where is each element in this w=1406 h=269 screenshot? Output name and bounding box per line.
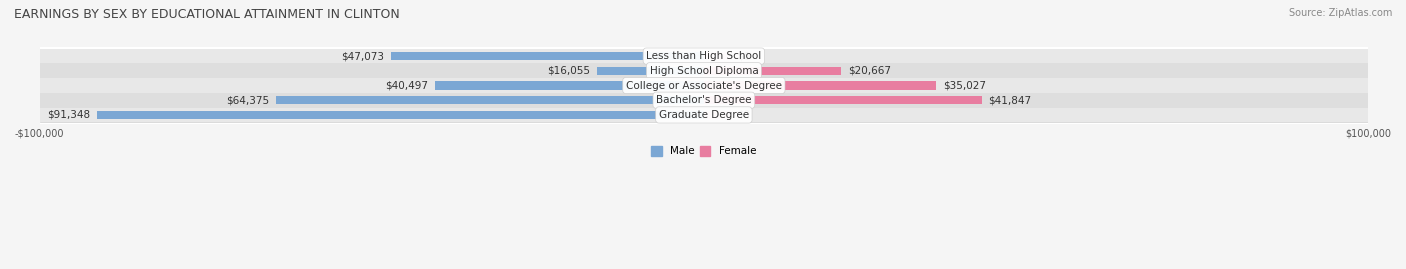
Bar [39, 49, 1368, 63]
Bar [97, 111, 704, 119]
Bar [39, 93, 1368, 108]
Text: $35,027: $35,027 [943, 80, 986, 91]
Text: $64,375: $64,375 [226, 95, 270, 105]
Text: Graduate Degree: Graduate Degree [659, 110, 749, 120]
Bar [704, 96, 981, 104]
Text: High School Diploma: High School Diploma [650, 66, 758, 76]
Text: EARNINGS BY SEX BY EDUCATIONAL ATTAINMENT IN CLINTON: EARNINGS BY SEX BY EDUCATIONAL ATTAINMEN… [14, 8, 399, 21]
Text: Less than High School: Less than High School [647, 51, 762, 61]
Bar [598, 67, 704, 75]
Text: College or Associate's Degree: College or Associate's Degree [626, 80, 782, 91]
Text: $47,073: $47,073 [342, 51, 385, 61]
Text: $20,667: $20,667 [848, 66, 891, 76]
Text: $41,847: $41,847 [988, 95, 1032, 105]
Bar [277, 96, 704, 104]
Bar [704, 111, 731, 119]
Bar [434, 82, 704, 90]
Text: $91,348: $91,348 [48, 110, 90, 120]
Text: $16,055: $16,055 [547, 66, 591, 76]
Legend: Male, Female: Male, Female [647, 142, 761, 161]
Text: $0: $0 [737, 110, 751, 120]
Bar [39, 108, 1368, 122]
Bar [39, 78, 1368, 93]
Text: $40,497: $40,497 [385, 80, 429, 91]
Text: $0: $0 [737, 51, 751, 61]
Text: Bachelor's Degree: Bachelor's Degree [657, 95, 752, 105]
Bar [704, 67, 841, 75]
Bar [704, 52, 731, 60]
Text: Source: ZipAtlas.com: Source: ZipAtlas.com [1288, 8, 1392, 18]
Bar [39, 63, 1368, 78]
Bar [391, 52, 704, 60]
Bar [704, 82, 936, 90]
